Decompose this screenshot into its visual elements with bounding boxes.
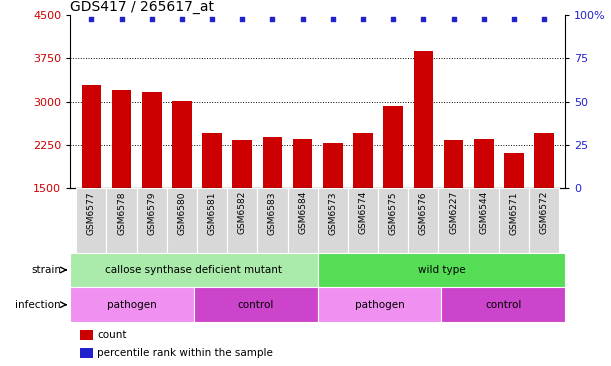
Text: GSM6574: GSM6574 (359, 191, 367, 235)
Point (117, 16, 126, 22)
Bar (293, 139, 312, 188)
Bar (263, 137, 282, 188)
Text: GSM6227: GSM6227 (449, 191, 458, 234)
Point (147, 16, 156, 22)
Point (298, 16, 307, 22)
Text: pathogen: pathogen (108, 300, 157, 310)
Point (419, 16, 428, 22)
Point (268, 16, 277, 22)
Bar (202, 134, 222, 188)
Bar (469, 188, 499, 253)
Text: GSM6584: GSM6584 (298, 191, 307, 235)
Bar (106, 188, 137, 253)
Bar (82, 85, 101, 188)
Bar (499, 188, 529, 253)
Bar (167, 188, 197, 253)
Text: GSM6571: GSM6571 (510, 191, 518, 235)
Point (539, 16, 549, 22)
Point (479, 16, 489, 22)
Point (87, 16, 97, 22)
Text: pathogen: pathogen (355, 300, 404, 310)
Bar (439, 188, 469, 253)
Point (509, 16, 519, 22)
Text: GDS417 / 265617_at: GDS417 / 265617_at (70, 0, 214, 14)
Text: percentile rank within the sample: percentile rank within the sample (98, 348, 273, 358)
Bar (353, 134, 373, 188)
Bar (197, 188, 227, 253)
Text: GSM6580: GSM6580 (177, 191, 186, 235)
Text: control: control (238, 300, 274, 310)
Bar (529, 188, 559, 253)
Bar (80, 348, 92, 358)
Point (448, 16, 458, 22)
Bar (76, 188, 106, 253)
Text: infection: infection (15, 300, 61, 310)
Bar (348, 188, 378, 253)
Point (238, 16, 247, 22)
Bar (383, 106, 403, 188)
Point (207, 16, 217, 22)
Bar (80, 330, 92, 340)
Text: control: control (485, 300, 522, 310)
Bar (227, 188, 257, 253)
Text: GSM6572: GSM6572 (540, 191, 549, 235)
Point (328, 16, 338, 22)
Text: GSM6544: GSM6544 (479, 191, 488, 234)
Bar (504, 153, 524, 188)
Text: strain: strain (31, 265, 61, 275)
Bar (112, 90, 131, 188)
Bar (70, 287, 194, 322)
Text: GSM6583: GSM6583 (268, 191, 277, 235)
Bar (318, 253, 565, 287)
Bar (474, 139, 494, 188)
Text: GSM6576: GSM6576 (419, 191, 428, 235)
Bar (288, 188, 318, 253)
Bar (142, 92, 161, 188)
Bar (534, 134, 554, 188)
Bar (414, 51, 433, 188)
Text: wild type: wild type (418, 265, 465, 275)
Text: GSM6579: GSM6579 (147, 191, 156, 235)
Text: GSM6573: GSM6573 (328, 191, 337, 235)
Bar (194, 287, 318, 322)
Bar (318, 287, 442, 322)
Bar (172, 101, 192, 188)
Bar (318, 188, 348, 253)
Bar (137, 188, 167, 253)
Text: GSM6581: GSM6581 (208, 191, 216, 235)
Bar (408, 188, 439, 253)
Point (358, 16, 368, 22)
Bar (70, 253, 318, 287)
Text: GSM6582: GSM6582 (238, 191, 247, 235)
Bar (323, 143, 343, 188)
Text: count: count (98, 330, 127, 340)
Point (177, 16, 187, 22)
Bar (257, 188, 288, 253)
Text: callose synthase deficient mutant: callose synthase deficient mutant (106, 265, 282, 275)
Text: GSM6578: GSM6578 (117, 191, 126, 235)
Point (388, 16, 398, 22)
Bar (442, 287, 565, 322)
Bar (232, 140, 252, 188)
Bar (444, 140, 463, 188)
Text: GSM6575: GSM6575 (389, 191, 398, 235)
Text: GSM6577: GSM6577 (87, 191, 96, 235)
Bar (378, 188, 408, 253)
